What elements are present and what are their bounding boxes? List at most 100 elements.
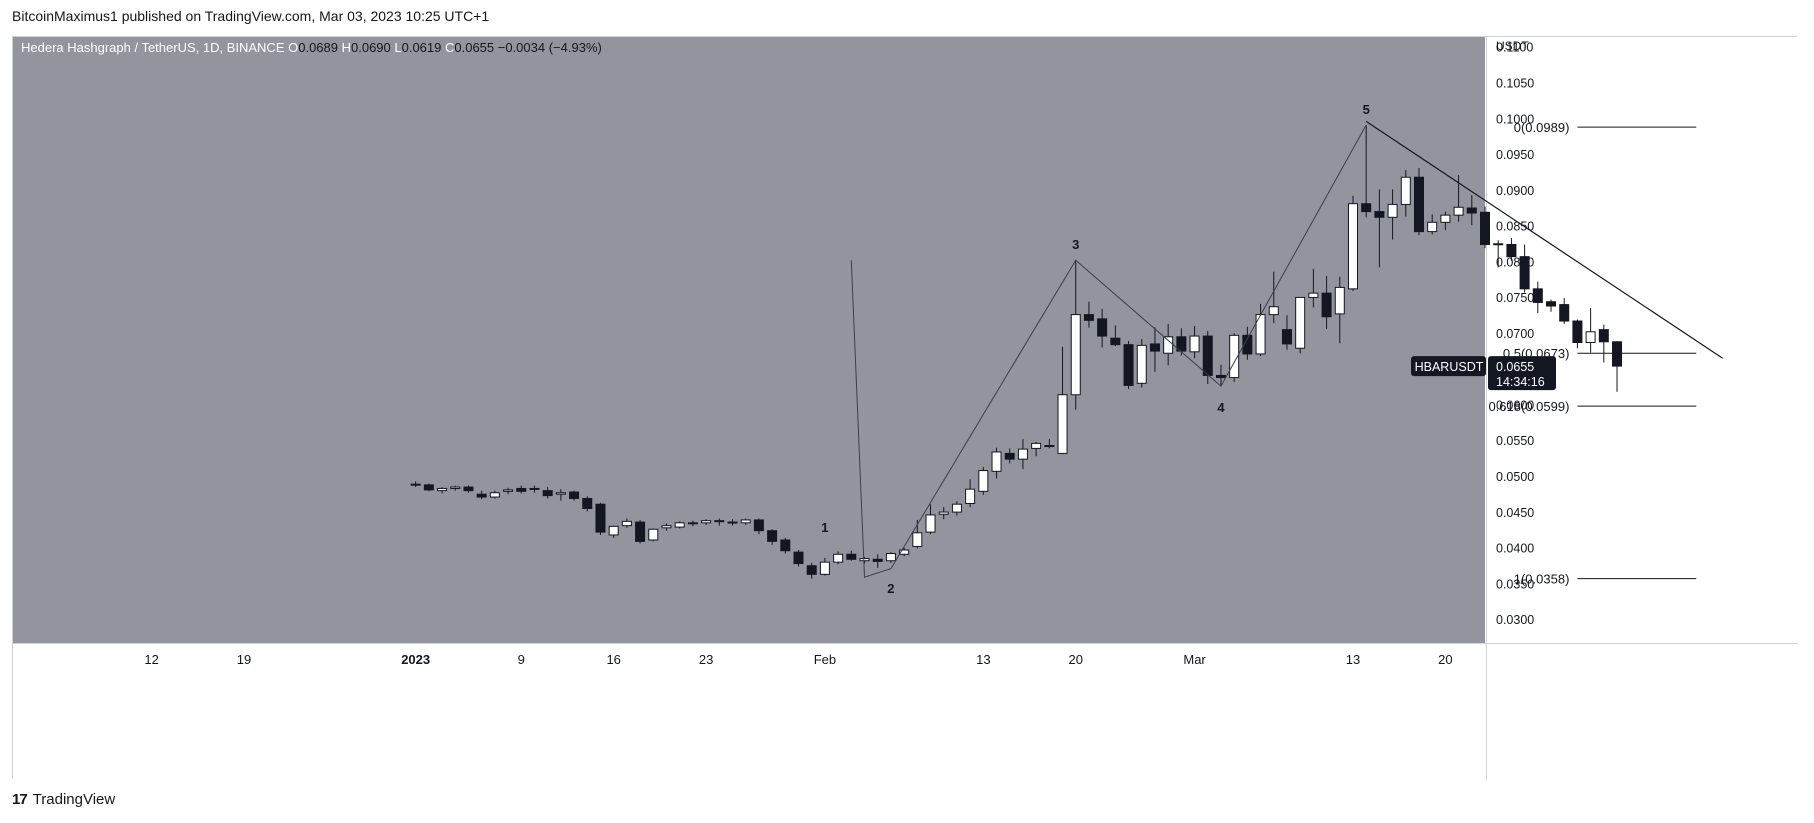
candle-body[interactable] — [753, 519, 764, 532]
candle-body[interactable] — [1598, 329, 1609, 343]
candle-body[interactable] — [1506, 243, 1517, 258]
candle-body[interactable] — [1400, 176, 1411, 205]
candle-body[interactable] — [701, 520, 712, 524]
descending-resistance-line[interactable] — [1365, 120, 1723, 359]
candle-body[interactable] — [1427, 221, 1438, 233]
candle-body[interactable] — [806, 565, 817, 575]
price-tick-label: 0.0700 — [1496, 327, 1534, 341]
candle-body[interactable] — [1413, 176, 1424, 233]
candle-body[interactable] — [899, 549, 910, 555]
candle-body[interactable] — [846, 553, 857, 560]
candle-body[interactable] — [885, 553, 896, 562]
plot-area[interactable] — [13, 37, 1485, 643]
candle-body[interactable] — [1163, 336, 1174, 354]
candle-body[interactable] — [1189, 335, 1200, 353]
candle-body[interactable] — [489, 492, 500, 498]
candle-body[interactable] — [463, 486, 474, 492]
candle-body[interactable] — [925, 514, 936, 533]
candle-body[interactable] — [410, 483, 421, 486]
candle-body[interactable] — [1242, 334, 1253, 355]
candle-body[interactable] — [819, 561, 830, 575]
candle-body[interactable] — [687, 522, 698, 525]
candle-body[interactable] — [1176, 336, 1187, 352]
candle-body[interactable] — [674, 522, 685, 528]
candle-body[interactable] — [569, 491, 580, 499]
candle-body[interactable] — [1334, 286, 1345, 315]
candle-body[interactable] — [1070, 314, 1081, 396]
candle-body[interactable] — [1268, 306, 1279, 316]
candle-body[interactable] — [476, 493, 487, 498]
time-axis[interactable] — [13, 643, 1486, 780]
candle-body[interactable] — [1361, 203, 1372, 213]
candle-body[interactable] — [1480, 211, 1490, 245]
candle-body[interactable] — [1097, 318, 1108, 337]
candle-body[interactable] — [872, 558, 883, 562]
candle-body[interactable] — [1572, 320, 1583, 344]
candle-body[interactable] — [780, 539, 791, 552]
candle-body[interactable] — [1585, 331, 1596, 344]
candle-body[interactable] — [951, 503, 962, 513]
candle-body[interactable] — [1202, 335, 1213, 376]
candle-body[interactable] — [661, 525, 672, 529]
candle-body[interactable] — [793, 551, 804, 565]
candle-body[interactable] — [1044, 445, 1055, 448]
candle-body[interactable] — [767, 530, 778, 542]
candle-body[interactable] — [608, 525, 619, 536]
candle-body[interactable] — [1083, 314, 1094, 321]
candle-body[interactable] — [1519, 256, 1530, 290]
candle-body[interactable] — [938, 511, 949, 515]
candle-body[interactable] — [450, 486, 461, 489]
candle-body[interactable] — [912, 532, 923, 547]
candle-body[interactable] — [1532, 288, 1543, 303]
candle-body[interactable] — [1004, 452, 1015, 460]
chart-panel[interactable]: USDT 0.1100 0.1050 0.1000 0.0950 0.0900 0.0850… — [12, 36, 1798, 780]
candle-body[interactable] — [529, 487, 540, 490]
candle-body[interactable] — [423, 484, 434, 491]
candle-body[interactable] — [503, 489, 514, 492]
candle-body[interactable] — [1374, 211, 1385, 218]
candle-body[interactable] — [1110, 337, 1121, 346]
candle-body[interactable] — [1440, 214, 1451, 223]
candle-body[interactable] — [1466, 207, 1477, 214]
candle-body[interactable] — [1281, 329, 1292, 345]
candle-body[interactable] — [714, 520, 725, 523]
candle-body[interactable] — [1559, 304, 1570, 322]
elliott-wave-path[interactable] — [850, 124, 1367, 578]
candle-body[interactable] — [833, 553, 844, 563]
candle-body[interactable] — [740, 519, 751, 524]
candle-body[interactable] — [1546, 301, 1557, 307]
candle-body[interactable] — [582, 497, 593, 509]
candle-body[interactable] — [437, 487, 448, 492]
candle-body[interactable] — [621, 520, 632, 527]
candle-body[interactable] — [965, 488, 976, 504]
candle-body[interactable] — [1321, 292, 1332, 318]
candle-body[interactable] — [1347, 203, 1358, 290]
candle-body[interactable] — [1017, 448, 1028, 460]
candle-body[interactable] — [648, 528, 659, 541]
candle-body[interactable] — [542, 490, 553, 497]
candle-body[interactable] — [635, 521, 646, 542]
candle-body[interactable] — [516, 487, 527, 492]
candle-body[interactable] — [1229, 334, 1240, 379]
candle-body[interactable] — [1295, 296, 1306, 349]
candle-body[interactable] — [1123, 344, 1134, 386]
candle-body[interactable] — [991, 451, 1002, 472]
candle-body[interactable] — [1136, 344, 1147, 384]
candle-body[interactable] — [727, 521, 738, 524]
candle-body[interactable] — [1612, 341, 1623, 367]
candle-body[interactable] — [1453, 206, 1464, 216]
price-axis[interactable] — [1486, 37, 1798, 780]
candle-body[interactable] — [595, 503, 606, 533]
candle-body[interactable] — [1057, 394, 1068, 454]
candle-body[interactable] — [1308, 292, 1319, 298]
candle-body[interactable] — [1387, 203, 1398, 218]
candle-body[interactable] — [978, 470, 989, 492]
legend-h-value: 0.0690 — [351, 40, 391, 55]
candle-body[interactable] — [1215, 374, 1226, 379]
candle-body[interactable] — [1149, 343, 1160, 352]
candle-body[interactable] — [555, 492, 566, 495]
candle-body[interactable] — [859, 558, 870, 562]
candle-body[interactable] — [1031, 442, 1042, 449]
candle-body[interactable] — [1493, 243, 1504, 246]
